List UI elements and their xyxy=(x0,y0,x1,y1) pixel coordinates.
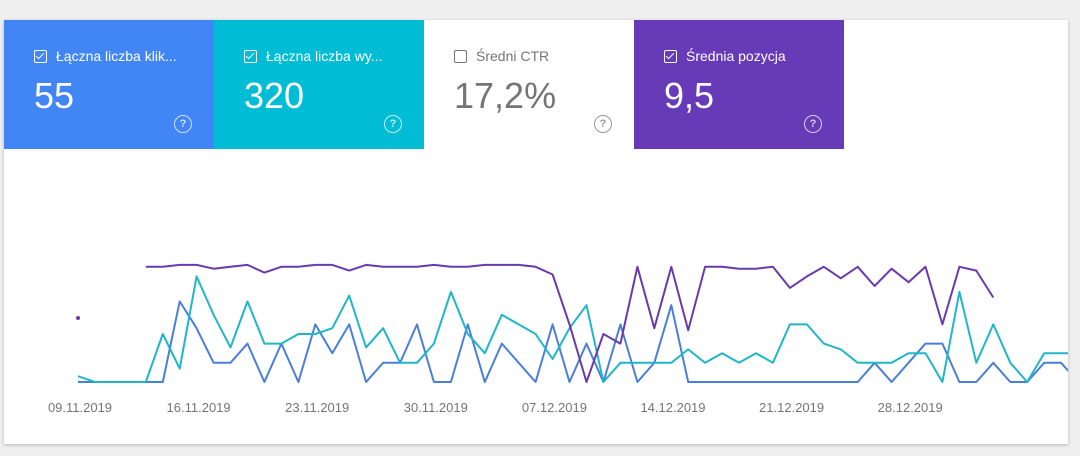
performance-card: Łączna liczba klik... 55 ? Łączna liczba… xyxy=(4,20,1068,444)
metric-value: 9,5 xyxy=(664,75,715,116)
x-tick-label: 30.11.2019 xyxy=(404,400,468,415)
help-icon[interactable]: ? xyxy=(804,115,822,133)
metric-tile-impressions[interactable]: Łączna liczba wy... 320 ? xyxy=(214,20,424,149)
series-line-0 xyxy=(78,300,1068,383)
help-icon[interactable]: ? xyxy=(174,115,192,133)
checkbox-icon[interactable] xyxy=(244,49,257,63)
x-tick-label: 14.12.2019 xyxy=(640,400,705,415)
performance-chart: 09.11.2019 16.11.2019 23.11.2019 30.11.2019… xyxy=(48,263,1068,415)
help-icon[interactable]: ? xyxy=(384,115,402,133)
series-line-2 xyxy=(145,263,995,383)
x-tick-label: 28.12.2019 xyxy=(878,400,943,415)
metric-value: 17,2% xyxy=(454,75,557,116)
series-line-1 xyxy=(77,275,1068,383)
metric-label: Średni CTR xyxy=(476,48,550,64)
metric-value: 55 xyxy=(34,75,75,116)
metric-tile-position[interactable]: Średnia pozycja 9,5 ? xyxy=(634,20,844,149)
x-tick-label: 21.12.2019 xyxy=(759,400,824,415)
x-tick-label: 16.11.2019 xyxy=(167,400,231,415)
checkbox-icon[interactable] xyxy=(664,49,677,63)
x-tick-label: 09.11.2019 xyxy=(48,400,112,415)
checkbox-icon[interactable] xyxy=(34,49,47,63)
metric-value: 320 xyxy=(244,75,305,116)
checkbox-icon[interactable] xyxy=(454,49,467,63)
x-tick-label: 23.11.2019 xyxy=(285,400,349,415)
metric-tiles: Łączna liczba klik... 55 ? Łączna liczba… xyxy=(4,20,844,149)
metric-label: Łączna liczba klik... xyxy=(56,48,177,64)
help-icon[interactable]: ? xyxy=(594,115,612,133)
metric-tile-clicks[interactable]: Łączna liczba klik... 55 ? xyxy=(4,20,214,149)
metric-label: Średnia pozycja xyxy=(686,48,786,64)
metric-label: Łączna liczba wy... xyxy=(266,48,383,64)
metric-tile-ctr[interactable]: Średni CTR 17,2% ? xyxy=(424,20,634,149)
series-point xyxy=(76,316,80,320)
x-tick-label: 07.12.2019 xyxy=(522,400,587,415)
